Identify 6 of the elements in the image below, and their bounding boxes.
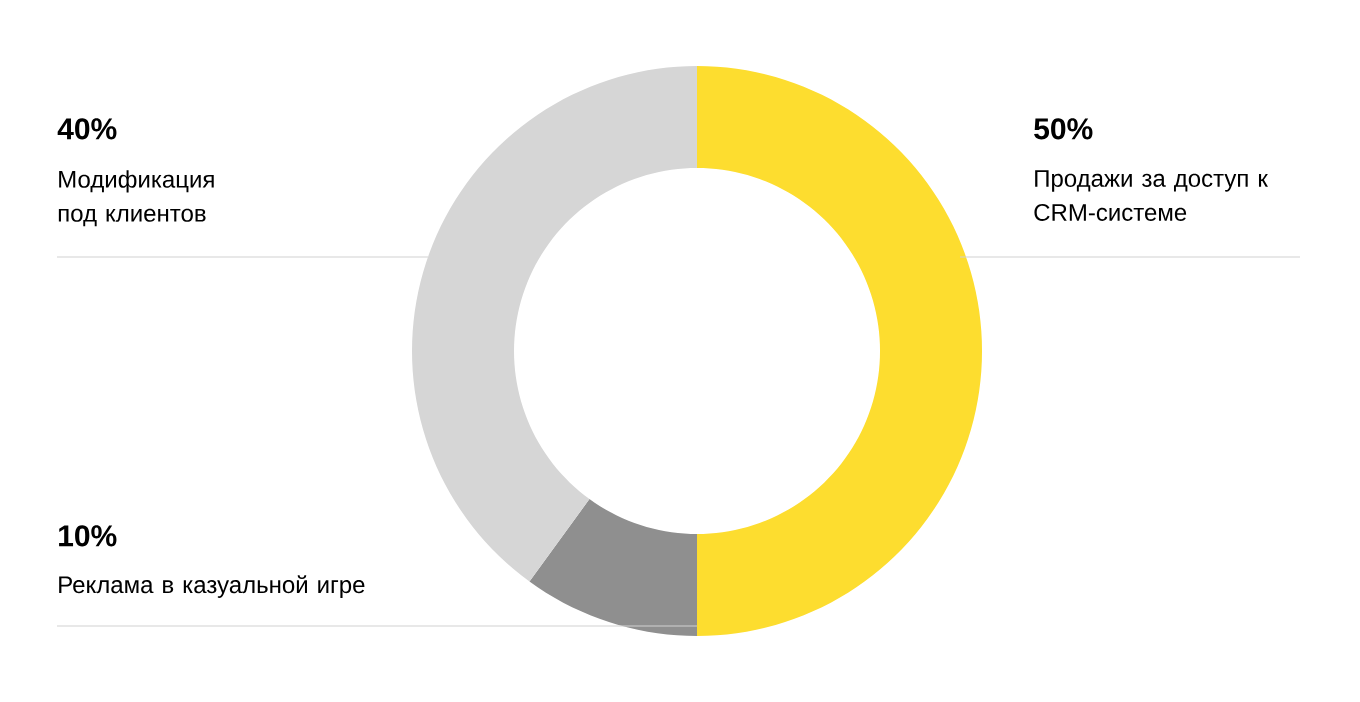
data-label: 40% [57,118,117,140]
slice-label: Модификация под клиентов [58,170,214,227]
data-label: 10% [59,525,117,547]
data-label: 50% [1034,118,1093,140]
slice-label: Реклама в казуальной игре [59,575,365,598]
slice-label: Продажи за доступ к CRM-системе [1034,170,1268,221]
